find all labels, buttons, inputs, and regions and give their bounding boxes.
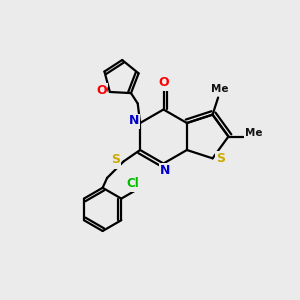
Text: O: O <box>97 84 108 97</box>
Text: Me: Me <box>211 83 228 94</box>
Text: S: S <box>111 153 120 167</box>
Text: Me: Me <box>244 128 262 139</box>
Text: O: O <box>158 76 169 89</box>
Text: N: N <box>129 114 139 128</box>
Text: S: S <box>112 155 121 168</box>
Text: O: O <box>96 84 107 97</box>
Text: Me: Me <box>211 84 228 94</box>
Text: Me: Me <box>245 128 263 139</box>
Text: S: S <box>217 152 226 165</box>
Text: N: N <box>129 115 139 128</box>
Text: N: N <box>160 164 170 178</box>
Text: Cl: Cl <box>126 178 139 191</box>
Text: S: S <box>216 152 225 165</box>
Text: N: N <box>160 164 170 177</box>
Text: Cl: Cl <box>126 177 139 190</box>
Text: O: O <box>158 77 169 90</box>
